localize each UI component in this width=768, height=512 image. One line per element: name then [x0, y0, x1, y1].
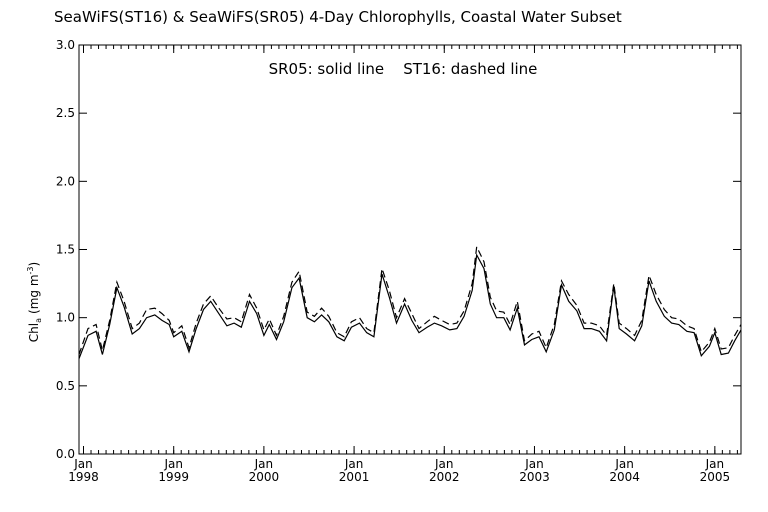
x-tick-month-label: Jan — [344, 457, 364, 471]
y-tick-label: 2.5 — [56, 106, 75, 120]
y-axis-label-unit-open: (mg m — [27, 274, 41, 314]
x-tick-month-label: Jan — [254, 457, 274, 471]
x-tick-month-label: Jan — [524, 457, 544, 471]
x-tick-year-label: 2001 — [339, 470, 370, 484]
chart-title: SeaWiFS(ST16) & SeaWiFS(SR05) 4-Day Chlo… — [54, 8, 622, 26]
x-tick-year-label: 2005 — [700, 470, 731, 484]
y-axis: 0.0 0.5 1.0 1.5 2.0 2.5 3.0 — [56, 38, 741, 461]
y-axis-label-superscript: -3 — [26, 266, 35, 274]
legend-text: SR05: solid line ST16: dashed line — [269, 60, 538, 78]
y-tick-label: 0.0 — [56, 447, 75, 461]
y-tick-label: 2.0 — [56, 174, 75, 188]
y-tick-label: 3.0 — [56, 38, 75, 52]
x-tick-month-label: Jan — [73, 457, 93, 471]
x-tick-year-label: 2003 — [519, 470, 550, 484]
x-tick-month-label: Jan — [705, 457, 725, 471]
plot-frame — [78, 44, 742, 455]
y-axis-label-text: Chla (mg m-3) — [26, 262, 43, 342]
y-tick-label: 1.0 — [56, 311, 75, 325]
series-line-sr05 — [78, 253, 742, 359]
y-axis-label-subscript: a — [34, 318, 43, 323]
x-tick-month-label: Jan — [614, 457, 634, 471]
x-axis: Jan1998Jan1999Jan2000Jan2001Jan2002Jan20… — [68, 45, 738, 484]
series-layer — [78, 244, 742, 359]
x-tick-year-label: 2000 — [249, 470, 280, 484]
y-axis-label: Chla (mg m-3) — [26, 262, 43, 342]
series-line-st16 — [78, 244, 742, 355]
x-tick-year-label: 1998 — [68, 470, 99, 484]
x-tick-year-label: 1999 — [158, 470, 189, 484]
y-tick-label: 1.5 — [56, 243, 75, 257]
x-tick-month-label: Jan — [163, 457, 183, 471]
y-tick-label: 0.5 — [56, 379, 75, 393]
x-tick-year-label: 2002 — [429, 470, 460, 484]
x-tick-year-label: 2004 — [609, 470, 640, 484]
x-tick-month-label: Jan — [434, 457, 454, 471]
y-axis-label-main: Chl — [27, 323, 41, 342]
y-axis-label-unit-close: ) — [27, 262, 41, 267]
